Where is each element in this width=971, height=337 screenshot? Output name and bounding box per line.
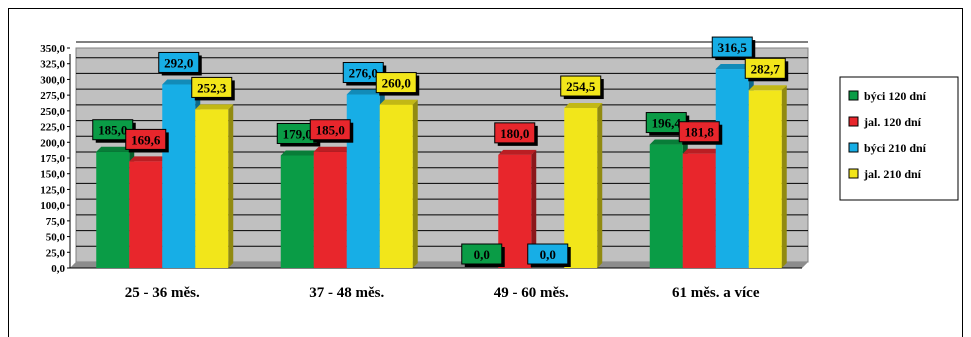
data-label: 196,4 <box>645 112 690 136</box>
y-tick-label: 275,0 <box>40 90 65 102</box>
bar <box>346 89 385 268</box>
y-tick-label: 50,0 <box>46 232 66 244</box>
bars <box>96 64 787 269</box>
bar <box>195 104 234 268</box>
legend-item: jal. 210 dní <box>848 167 922 181</box>
svg-text:196,4: 196,4 <box>652 116 682 131</box>
data-label: 185,0 <box>309 119 354 143</box>
bar <box>649 139 688 268</box>
legend-swatch <box>848 90 859 101</box>
svg-text:179,0: 179,0 <box>283 126 312 141</box>
data-label: 0,0 <box>461 243 505 267</box>
y-tick-label: 225,0 <box>40 122 65 134</box>
y-tick-label: 300,0 <box>40 74 65 86</box>
legend-swatch <box>848 116 859 127</box>
category-label: 61 měs. a více <box>672 285 760 301</box>
y-tick-label: 325,0 <box>40 59 65 71</box>
bar <box>715 64 754 268</box>
bar <box>96 146 135 268</box>
svg-text:0,0: 0,0 <box>474 247 490 262</box>
data-label: 260,0 <box>375 72 420 96</box>
svg-text:292,0: 292,0 <box>164 55 193 70</box>
bar <box>162 79 201 268</box>
svg-text:181,8: 181,8 <box>685 125 715 140</box>
svg-text:180,0: 180,0 <box>500 126 529 141</box>
svg-text:254,5: 254,5 <box>566 79 596 94</box>
svg-text:252,3: 252,3 <box>197 80 227 95</box>
data-label: 180,0 <box>494 122 538 146</box>
category-label: 49 - 60 měs. <box>494 285 569 301</box>
legend-item: býci 210 dní <box>848 141 927 155</box>
svg-text:276,0: 276,0 <box>349 66 378 81</box>
data-label: 316,5 <box>711 36 756 61</box>
bar <box>682 148 721 268</box>
category-label: 25 - 36 měs. <box>125 285 200 301</box>
bar <box>379 99 418 268</box>
svg-text:185,0: 185,0 <box>316 123 345 138</box>
bar <box>280 150 319 268</box>
svg-text:316,5: 316,5 <box>718 40 748 55</box>
y-tick-label: 25,0 <box>46 247 66 259</box>
svg-text:282,7: 282,7 <box>751 61 781 76</box>
y-tick-label: 75,0 <box>46 216 66 228</box>
y-tick-label: 250,0 <box>40 106 65 118</box>
y-axis-ticks: 0,0 25,0 50,0 75,0 100,0 125,0 150,0 175,0 200,0… <box>40 43 802 275</box>
legend: býci 120 dní jal. 120 dní býci 210 dní jal.… <box>839 76 959 201</box>
y-tick-label: 175,0 <box>40 153 65 165</box>
legend-label: býci 120 dní <box>864 89 927 103</box>
category-label: 37 - 48 měs. <box>309 285 384 301</box>
legend-swatch <box>848 142 859 153</box>
bar <box>748 85 787 268</box>
svg-text:260,0: 260,0 <box>382 76 411 91</box>
svg-text:169,6: 169,6 <box>131 132 161 147</box>
y-tick-label: 0,0 <box>51 263 65 275</box>
y-tick-label: 200,0 <box>40 137 65 149</box>
bar <box>313 146 352 268</box>
data-labels: 185,0 169,6 292,0 252,3 179,0 185,0 276,0 260,0… <box>92 36 789 267</box>
y-tick-label: 350,0 <box>40 43 65 55</box>
data-label: 169,6 <box>125 128 169 153</box>
legend-box <box>839 76 959 201</box>
y-tick-label: 150,0 <box>40 169 65 181</box>
svg-text:0,0: 0,0 <box>540 247 556 262</box>
legend-item: býci 120 dní <box>848 89 927 103</box>
data-label: 181,8 <box>678 121 723 145</box>
legend-label: býci 210 dní <box>864 141 927 155</box>
legend-swatch <box>848 168 859 179</box>
bar <box>129 156 168 268</box>
bar <box>564 103 603 269</box>
data-label: 292,0 <box>158 51 202 76</box>
data-label: 185,0 <box>92 119 136 143</box>
legend-label: jal. 210 dní <box>863 167 922 181</box>
data-label: 179,0 <box>276 122 321 147</box>
legend-label: jal. 120 dní <box>863 115 922 129</box>
x-axis-categories: 25 - 36 měs. 37 - 48 měs. 49 - 60 měs. 61 m… <box>125 285 760 301</box>
data-label: 0,0 <box>527 243 571 267</box>
svg-text:185,0: 185,0 <box>98 123 127 138</box>
legend-item: jal. 120 dní <box>848 115 922 129</box>
data-label: 254,5 <box>560 75 604 100</box>
y-tick-label: 125,0 <box>40 184 65 196</box>
data-label: 252,3 <box>191 76 235 101</box>
y-tick-label: 100,0 <box>40 200 65 212</box>
data-label: 282,7 <box>744 57 789 82</box>
